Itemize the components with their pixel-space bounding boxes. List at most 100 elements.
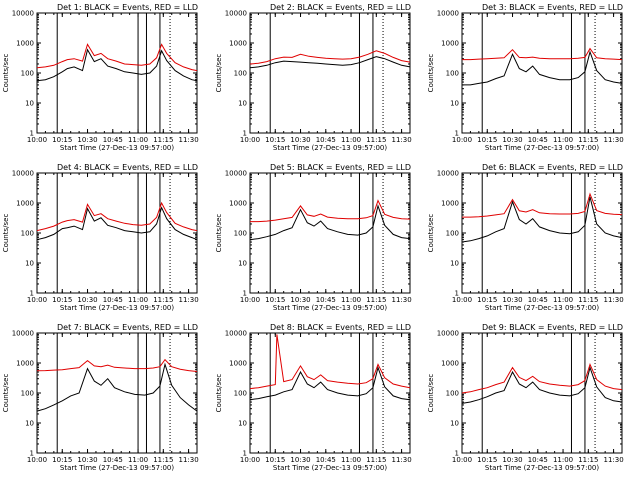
series-events-line: [249, 56, 411, 69]
y-axis-label: Counts/sec: [2, 54, 10, 93]
panel-det-3: 1 10 100 1000 10000 10:00 10:15 10:30 10:45 11:00…: [427, 3, 624, 152]
series-lld-line: [36, 358, 198, 372]
x-tick-label: 10:45: [528, 136, 548, 144]
series-lld-line: [36, 201, 198, 232]
x-tick-label: 10:45: [528, 456, 548, 464]
series-lld-line: [462, 192, 623, 218]
y-axis-label: Counts/sec: [215, 54, 223, 93]
y-tick-label: 1: [455, 130, 459, 138]
x-tick-label: 10:45: [316, 296, 336, 304]
plot-frame: [36, 332, 198, 454]
x-tick-label: 10:00: [27, 136, 47, 144]
x-tick-label: 10:15: [265, 136, 285, 144]
x-axis-label: Start Time (27-Dec-13 09:57:00): [60, 464, 174, 472]
y-tick-label: 10000: [437, 330, 459, 338]
plot-frame: [36, 172, 198, 294]
panel-title: Det 4: BLACK = Events, RED = LLD: [57, 163, 198, 172]
panel-det-1: 1 10 100 1000 10000 10:00 10:15 10:30 10:45 11:00…: [2, 3, 199, 152]
y-tick-label: 100: [446, 70, 459, 78]
x-axis-label: Start Time (27-Dec-13 09:57:00): [273, 464, 387, 472]
y-tick-label: 1000: [16, 360, 34, 368]
panel-det-5: 1 10 100 1000 10000 10:00 10:15 10:30 10:45 11:00…: [215, 163, 412, 312]
x-tick-label: 11:15: [153, 136, 173, 144]
x-tick-label: 10:15: [477, 456, 497, 464]
x-tick-label: 11:30: [391, 296, 411, 304]
y-tick-label: 1: [243, 290, 247, 298]
x-tick-label: 11:15: [153, 296, 173, 304]
y-tick-label: 1: [30, 130, 34, 138]
y-axis-label: Counts/sec: [427, 54, 435, 93]
y-tick-label: 1: [455, 450, 459, 458]
y-tick-label: 100: [21, 70, 34, 78]
y-axis-label: Counts/sec: [2, 214, 10, 253]
x-tick-label: 10:00: [452, 296, 472, 304]
x-tick-label: 10:00: [27, 296, 47, 304]
x-axis-label: Start Time (27-Dec-13 09:57:00): [485, 464, 599, 472]
panel-det-9: 1 10 100 1000 10000 10:00 10:15 10:30 10:45 11:00…: [427, 323, 624, 472]
x-tick-label: 10:00: [240, 136, 260, 144]
series-events-line: [36, 206, 198, 241]
y-tick-label: 10000: [437, 170, 459, 178]
x-tick-label: 11:00: [341, 456, 361, 464]
y-tick-label: 10000: [225, 330, 247, 338]
x-tick-label: 10:15: [52, 456, 72, 464]
x-tick-label: 10:15: [265, 456, 285, 464]
series-events-line: [249, 204, 411, 241]
x-tick-label: 10:30: [290, 136, 310, 144]
panel-det-8: 1 10 100 1000 10000 10:00 10:15 10:30 10:45 11:00…: [215, 323, 412, 472]
plot-frame: [461, 332, 623, 454]
panel-det-7: 1 10 100 1000 10000 10:00 10:15 10:30 10:45 11:00…: [2, 323, 199, 472]
x-tick-label: 11:00: [128, 136, 148, 144]
x-tick-label: 11:30: [178, 456, 198, 464]
x-tick-label: 10:00: [452, 136, 472, 144]
y-tick-label: 100: [234, 230, 247, 238]
panel-det-6: 1 10 100 1000 10000 10:00 10:15 10:30 10:45 11:00…: [427, 163, 624, 312]
x-tick-label: 10:15: [477, 296, 497, 304]
y-tick-label: 10000: [12, 330, 34, 338]
panel-title: Det 1: BLACK = Events, RED = LLD: [57, 3, 198, 12]
plot-frame: [249, 12, 411, 134]
y-tick-label: 10: [238, 260, 247, 268]
x-tick-label: 10:30: [290, 296, 310, 304]
x-tick-label: 11:15: [578, 456, 598, 464]
x-tick-label: 10:45: [103, 136, 123, 144]
x-tick-label: 10:30: [502, 456, 522, 464]
x-axis-label: Start Time (27-Dec-13 09:57:00): [60, 304, 174, 312]
x-tick-label: 10:15: [477, 136, 497, 144]
x-tick-label: 11:00: [553, 456, 573, 464]
series-lld-line: [462, 47, 623, 61]
y-axis-label: Counts/sec: [215, 214, 223, 253]
x-tick-label: 11:15: [366, 296, 386, 304]
series-lld-line: [36, 43, 198, 72]
x-axis-label: Start Time (27-Dec-13 09:57:00): [273, 144, 387, 152]
x-tick-label: 10:30: [77, 456, 97, 464]
plot-frame: [461, 172, 623, 294]
y-tick-label: 1000: [229, 200, 247, 208]
y-tick-label: 10: [450, 420, 459, 428]
x-tick-label: 10:30: [502, 136, 522, 144]
series-events-line: [36, 48, 198, 82]
x-tick-label: 10:45: [316, 136, 336, 144]
plot-frame: [249, 172, 411, 294]
plot-frame: [249, 332, 411, 454]
panel-title: Det 9: BLACK = Events, RED = LLD: [482, 323, 623, 332]
y-tick-label: 100: [234, 390, 247, 398]
y-tick-label: 10000: [12, 10, 34, 18]
y-tick-label: 1000: [441, 360, 459, 368]
x-tick-label: 10:45: [316, 456, 336, 464]
x-tick-label: 10:00: [27, 456, 47, 464]
x-tick-label: 11:30: [178, 296, 198, 304]
y-tick-label: 1: [30, 290, 34, 298]
x-tick-label: 11:30: [391, 136, 411, 144]
x-tick-label: 11:15: [578, 296, 598, 304]
x-axis-label: Start Time (27-Dec-13 09:57:00): [60, 144, 174, 152]
x-tick-label: 10:00: [240, 296, 260, 304]
y-tick-label: 10: [450, 100, 459, 108]
series-lld-line: [249, 334, 411, 390]
x-tick-label: 11:00: [128, 456, 148, 464]
y-tick-label: 10: [450, 260, 459, 268]
x-tick-label: 11:30: [391, 456, 411, 464]
x-tick-label: 10:45: [103, 456, 123, 464]
x-tick-label: 11:30: [178, 136, 198, 144]
x-tick-label: 10:45: [528, 296, 548, 304]
